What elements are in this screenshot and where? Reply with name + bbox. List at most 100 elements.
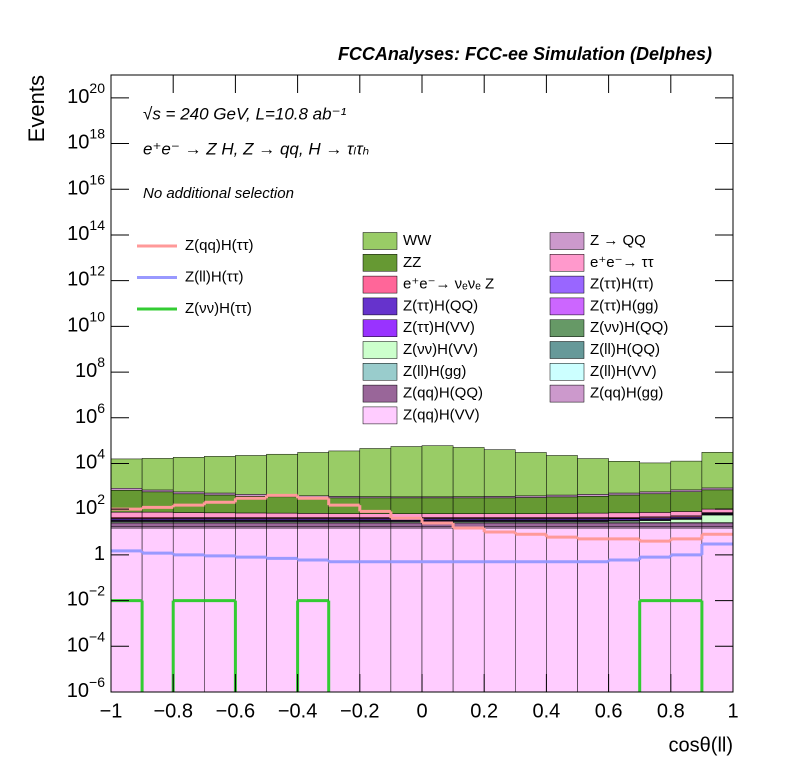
legend-label: Z(ττ)H(VV) [403,319,475,336]
x-tick-label: −0.6 [216,700,255,722]
histogram-bar [577,496,609,514]
histogram-bar [515,495,547,498]
histogram-bar [701,527,733,692]
histogram-bar [204,512,236,518]
histogram-bar [111,511,143,518]
legend-swatch [362,363,398,381]
histogram-bar [235,522,267,528]
histogram-bar [297,522,329,528]
legend-label: Z(qq)H(QQ) [403,385,483,402]
x-tick-label: −1 [100,700,123,722]
legend-swatch [549,341,585,359]
histogram-bar [483,497,516,514]
histogram-bar [328,513,361,518]
x-axis-label: cosθ(ll) [669,734,733,756]
y-tick-label: 108 [75,354,105,383]
histogram-bar [390,497,423,514]
y-axis-label: Events [24,75,49,142]
histogram-bar [639,527,672,692]
legend-swatch [362,297,398,316]
histogram-bar [266,496,298,514]
histogram-bar [577,522,609,528]
y-tick-label: 1020 [67,80,105,109]
histogram-bar [515,452,547,497]
legend-label: Z(νν)H(VV) [403,341,478,358]
legend-swatch [362,384,398,403]
legend-label: Z(ττ)H(ττ) [590,276,654,293]
annotation: No additional selection [143,185,294,202]
x-tick-label: 0.8 [657,700,685,722]
histogram-bar [452,527,485,692]
histogram-bar [546,527,578,692]
histogram-bar [515,497,547,514]
histogram-bar [701,514,733,523]
histogram-bar [141,527,174,692]
legend-label: Z(νν)H(QQ) [590,319,668,336]
legend-swatch [549,232,585,250]
histogram-bar [577,512,609,518]
histogram-bar [670,519,703,523]
histogram-bar [359,448,392,497]
histogram-bar [608,522,640,528]
legend-label: Z(qq)H(ττ) [185,237,254,254]
legend-label: WW [403,232,432,249]
histogram-bar [204,522,236,528]
histogram-bar [204,456,236,494]
histogram-bar [639,462,672,493]
annotation: √s = 240 GeV, L=10.8 ab⁻¹ [143,104,347,123]
legend-label: Z(qq)H(VV) [403,406,480,423]
y-tick-label: 10−6 [67,674,105,703]
legend-label: Z → QQ [590,232,646,249]
histogram-bar [701,452,733,489]
y-tick-label: 1014 [67,217,105,246]
y-tick-label: 1018 [67,125,105,154]
histogram-bar [515,522,547,528]
histogram-bar [546,496,578,514]
legend-label: ZZ [403,254,421,271]
histogram-bar [421,513,454,518]
histogram-bar [328,527,361,692]
histogram-bar [141,511,174,518]
legend-swatch [362,232,398,250]
histogram-bar [483,449,516,497]
legend-label: Z(ll)H(VV) [590,363,657,380]
histogram-bar [639,512,672,518]
x-tick-label: 0 [416,700,427,722]
histogram-bar [483,527,516,692]
legend-swatch [549,319,585,337]
histogram-bar [390,527,423,692]
histogram-bar [111,527,143,692]
histogram-bar [639,493,672,513]
y-tick-label: 1012 [67,262,105,291]
y-tick-label: 10−2 [67,582,105,611]
histogram-bar [639,522,672,528]
legend-swatch [362,275,398,294]
legend-label: Z(ττ)H(QQ) [403,297,478,314]
y-tick-label: 106 [75,399,105,428]
histogram-bar [297,452,329,497]
y-tick-label: 1010 [67,308,105,337]
histogram-bar [359,522,392,528]
legend-label: Z(ll)H(QQ) [590,341,660,358]
histogram-bar [670,527,703,692]
histogram-bar [421,445,454,498]
histogram-bar [328,522,361,528]
legend-swatch [362,319,398,337]
y-tick-label: 104 [75,445,105,474]
histogram-bar [608,461,640,494]
x-tick-label: −0.2 [340,700,379,722]
histogram-bar [421,497,454,514]
histogram-bar [204,494,236,514]
histogram-bar [546,522,578,528]
histogram-bar [546,455,578,496]
legend-swatch [549,384,585,403]
x-tick-label: −0.4 [278,700,317,722]
histogram-bar [701,489,733,510]
histogram-bar [297,513,329,518]
histogram-bar [359,513,392,518]
histogram-bar [235,527,267,692]
x-tick-label: 0.2 [470,700,498,722]
histogram-bar [608,527,640,692]
legend-swatch [549,254,585,272]
